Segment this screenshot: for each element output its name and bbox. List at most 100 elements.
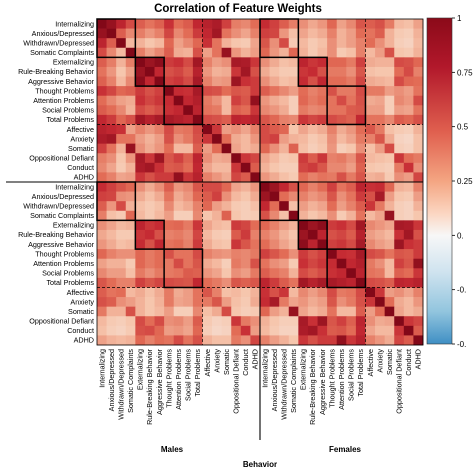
heatmap-cell-r26-c3 (125, 268, 136, 279)
heatmap-cell-r5-c25 (336, 66, 347, 77)
heatmap-cell-r2-c30 (384, 38, 395, 49)
heatmap-cell-r22-c26 (346, 229, 357, 240)
heatmap-cell-r21-c11 (202, 220, 213, 231)
heatmap-cell-r6-c11 (202, 76, 213, 87)
heatmap-cell-r27-c18 (269, 277, 280, 288)
heatmap-cell-r6-c31 (394, 76, 405, 87)
heatmap-cell-r32-c12 (212, 325, 222, 336)
heatmap-cell-r24-c16 (250, 249, 261, 260)
heatmap-cell-r29-c25 (336, 297, 347, 307)
heatmap-cell-r26-c22 (307, 268, 318, 279)
heatmap-cell-r5-c9 (183, 66, 194, 77)
heatmap-cell-r7-c19 (279, 86, 290, 97)
heatmap-cell-r23-c33 (413, 239, 424, 250)
heatmap-cell-r32-c11 (202, 325, 213, 336)
heatmap-cell-r22-c2 (116, 229, 127, 240)
heatmap-cell-r15-c10 (192, 162, 203, 173)
heatmap-cell-r18-c24 (327, 191, 338, 202)
heatmap-cell-r9-c25 (336, 105, 347, 116)
heatmap-cell-r31-c5 (144, 316, 155, 327)
heatmap-cell-r33-c4 (135, 335, 146, 346)
heatmap-cell-r2-c25 (336, 38, 347, 49)
colorbar-tick-label-5: -0. (457, 286, 466, 295)
heatmap-cell-r30-c32 (403, 306, 414, 317)
heatmap-cell-r22-c11 (202, 229, 213, 240)
heatmap-cell-r31-c6 (154, 316, 165, 327)
heatmap-cell-r32-c20 (288, 325, 299, 336)
heatmap-cell-r4-c25 (336, 57, 347, 68)
column-label-males-withdrawn-depressed: Withdrawn/Depressed (116, 349, 125, 420)
heatmap-cell-r29-c29 (375, 297, 385, 307)
heatmap-cell-r18-c12 (212, 191, 222, 202)
heatmap-cell-r2-c4 (135, 38, 146, 49)
heatmap-cell-r18-c14 (231, 191, 242, 202)
heatmap-cell-r13-c6 (154, 143, 165, 154)
heatmap-cell-r29-c8 (173, 297, 184, 307)
heatmap-cell-r28-c27 (355, 287, 366, 298)
heatmap-cell-r2-c23 (317, 38, 328, 49)
heatmap-cell-r7-c10 (192, 86, 203, 97)
heatmap-cell-r31-c30 (384, 316, 395, 327)
heatmap-cell-r26-c21 (298, 268, 309, 279)
heatmap-cell-r24-c33 (413, 249, 424, 260)
heatmap-cell-r0-c19 (279, 19, 290, 29)
heatmap-cell-r1-c20 (288, 28, 299, 39)
heatmap-cell-r19-c3 (125, 201, 136, 212)
heatmap-cell-r19-c10 (192, 201, 203, 212)
heatmap-cell-r15-c15 (240, 162, 251, 173)
heatmap-cell-r12-c1 (106, 134, 117, 144)
heatmap-cell-r14-c2 (116, 153, 127, 164)
heatmap-cell-r29-c9 (183, 297, 194, 307)
heatmap-cell-r33-c20 (288, 335, 299, 346)
heatmap-cell-r30-c8 (173, 306, 184, 317)
heatmap-cell-r28-c9 (183, 287, 194, 298)
row-label-males-anxious-depressed: Anxious/Depressed (32, 29, 94, 38)
heatmap-cell-r7-c18 (269, 86, 280, 97)
heatmap-cell-r16-c8 (173, 172, 184, 183)
heatmap-cell-r1-c33 (413, 28, 424, 39)
heatmap-cell-r23-c9 (183, 239, 194, 250)
column-label-females-social-problems: Social Problems (347, 349, 356, 401)
heatmap-cell-r29-c2 (116, 297, 127, 307)
heatmap-cell-r32-c31 (394, 325, 405, 336)
heatmap-cell-r17-c18 (269, 182, 280, 192)
row-label-females-anxious-depressed: Anxious/Depressed (32, 192, 94, 201)
heatmap-cell-r16-c20 (288, 172, 299, 183)
column-label-males-internalizing: Internalizing (97, 349, 106, 388)
heatmap-cell-r21-c1 (106, 220, 117, 231)
heatmap-cell-r20-c10 (192, 210, 203, 221)
heatmap-cell-r32-c24 (327, 325, 338, 336)
heatmap-cell-r10-c12 (212, 114, 222, 125)
heatmap-cell-r20-c21 (298, 210, 309, 221)
heatmap-cell-r22-c8 (173, 229, 184, 240)
heatmap-cell-r15-c17 (260, 162, 270, 173)
heatmap-cell-r22-c33 (413, 229, 424, 240)
heatmap-cell-r25-c28 (365, 258, 376, 269)
heatmap-cell-r0-c23 (317, 19, 328, 29)
heatmap-cell-r3-c16 (250, 47, 261, 58)
heatmap-cell-r11-c1 (106, 124, 117, 135)
highlight-box-0-0-0 (96, 18, 137, 59)
heatmap-cell-r22-c0 (97, 229, 107, 240)
heatmap-cell-r12-c29 (375, 134, 385, 144)
heatmap-cell-r20-c26 (346, 210, 357, 221)
heatmap-cell-r12-c30 (384, 134, 395, 144)
heatmap-cell-r4-c26 (346, 57, 357, 68)
heatmap-cell-r29-c1 (106, 297, 117, 307)
heatmap-cell-r12-c10 (192, 134, 203, 144)
heatmap-cell-r12-c20 (288, 134, 299, 144)
heatmap-cell-r13-c19 (279, 143, 290, 154)
heatmap-cell-r11-c28 (365, 124, 376, 135)
heatmap-cell-r14-c15 (240, 153, 251, 164)
heatmap-cell-r16-c22 (307, 172, 318, 183)
heatmap-cell-r27-c19 (279, 277, 290, 288)
column-label-males-aggressive-behavior: Aggressive Behavior (155, 348, 164, 415)
heatmap-cell-r28-c3 (125, 287, 136, 298)
colorbar-tick-label-3: 0.25 (457, 177, 473, 186)
heatmap-cell-r26-c8 (173, 268, 184, 279)
heatmap-cell-r4-c14 (231, 57, 242, 68)
heatmap-cell-r0-c17 (260, 19, 270, 29)
heatmap-cell-r29-c17 (260, 297, 270, 307)
heatmap-cell-r16-c4 (135, 172, 146, 183)
heatmap-cell-r4-c11 (202, 57, 213, 68)
